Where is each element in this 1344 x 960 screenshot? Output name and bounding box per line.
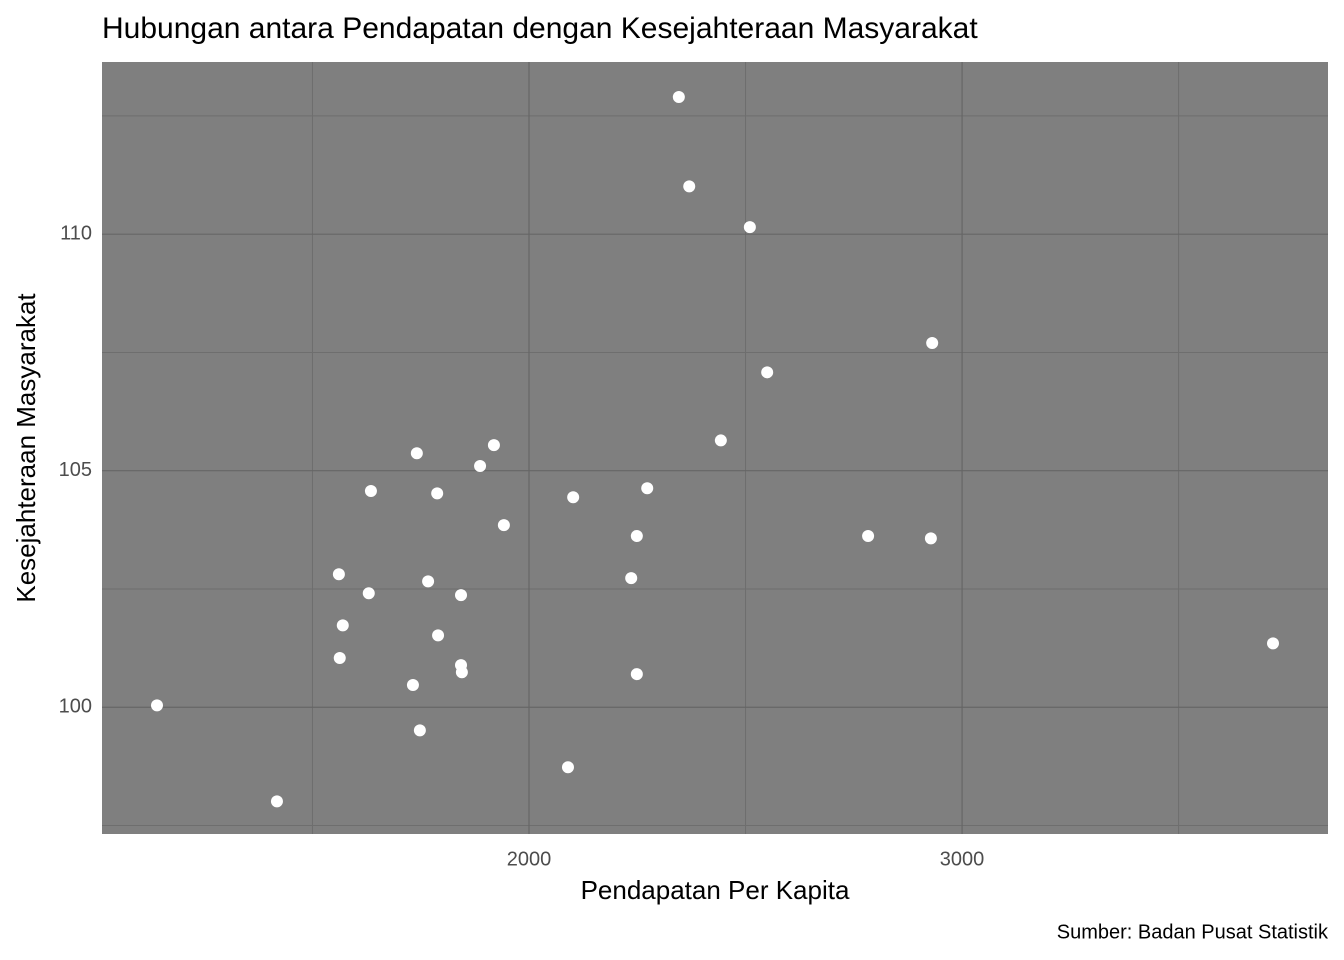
- y-tick-label: 110: [60, 222, 92, 244]
- point: [431, 487, 444, 500]
- x-axis-label: Pendapatan Per Kapita: [581, 875, 850, 905]
- point: [683, 180, 696, 193]
- point: [926, 336, 939, 349]
- point: [362, 587, 375, 600]
- point: [422, 575, 435, 588]
- point: [413, 724, 426, 737]
- point: [672, 91, 685, 104]
- y-tick-label: 105: [59, 459, 92, 481]
- point: [743, 221, 756, 234]
- point: [714, 434, 727, 447]
- point: [336, 619, 349, 632]
- point: [332, 568, 345, 581]
- point: [761, 366, 774, 379]
- point: [561, 761, 574, 774]
- point: [630, 668, 643, 681]
- point: [497, 519, 510, 532]
- point: [150, 699, 163, 712]
- point: [410, 447, 423, 460]
- point: [270, 795, 283, 808]
- x-tick-label: 2000: [507, 848, 552, 870]
- point: [625, 572, 638, 585]
- point: [1267, 637, 1280, 650]
- point: [432, 629, 445, 642]
- panel: [102, 62, 1328, 834]
- caption: Sumber: Badan Pusat Statistik: [1057, 921, 1329, 943]
- point: [487, 439, 500, 452]
- point: [641, 482, 654, 495]
- point: [630, 529, 643, 542]
- point: [406, 678, 419, 691]
- chart-title: Hubungan antara Pendapatan dengan Keseja…: [102, 12, 978, 45]
- point: [474, 459, 487, 472]
- x-tick-label: 3000: [940, 848, 985, 870]
- point: [455, 666, 468, 679]
- y-axis-label: Kesejahteraan Masyarakat: [11, 293, 41, 603]
- point: [333, 652, 346, 665]
- point: [924, 532, 937, 545]
- point: [364, 485, 377, 498]
- point: [567, 491, 580, 504]
- y-tick-label: 100: [59, 696, 92, 718]
- point: [455, 589, 468, 602]
- point: [862, 529, 875, 542]
